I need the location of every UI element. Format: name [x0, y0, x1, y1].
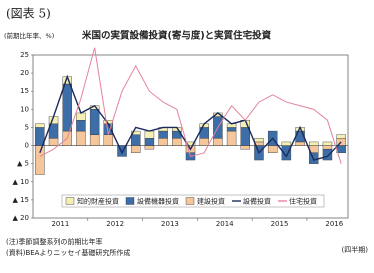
bar-segment: [130, 130, 141, 135]
bar-segment: [76, 112, 86, 121]
y-tick-label: 5: [25, 123, 29, 131]
bar-segment: [158, 130, 168, 139]
bar-segment: [254, 138, 264, 143]
legend-label: 設備機器投資: [137, 197, 179, 206]
bar-segment: [103, 134, 114, 146]
x-tick-label: 2011: [51, 220, 69, 228]
line-series: [39, 74, 342, 161]
bar-segment: [76, 130, 86, 146]
bar-segment: [144, 145, 155, 150]
x-tick-label: 2016: [325, 220, 343, 228]
x-axis-label: (四半期): [342, 245, 369, 254]
bar-segment: [322, 148, 333, 161]
bar-segment: [226, 130, 237, 146]
bar-segment: [130, 134, 141, 146]
bar-segment: [226, 127, 237, 132]
y-tick-label: 10: [20, 105, 29, 113]
bar-segment: [199, 138, 209, 146]
bar-segment: [336, 145, 346, 154]
bar-segment: [213, 138, 223, 146]
y-tick-label: 20: [20, 69, 29, 77]
y-tick-label: ▲ 5: [17, 160, 29, 168]
bar-segment: [185, 141, 196, 146]
bar-segment: [62, 83, 72, 132]
y-tick-label: 15: [20, 87, 29, 95]
chart-title: 米国の実質設備投資(寄与度)と実質住宅投資: [81, 30, 272, 42]
bar-segment: [172, 138, 182, 146]
x-tick-label: 2013: [161, 220, 179, 228]
legend-swatch: [185, 197, 195, 205]
bar-segment: [117, 145, 127, 157]
note: (資料)BEAよりニッセイ基礎研究所作成: [6, 248, 130, 257]
bar-segment: [336, 134, 346, 139]
bar-segment: [35, 123, 45, 128]
legend-swatch: [125, 197, 135, 205]
plot-frame: [32, 54, 349, 219]
y-axis-label: (前期比年率、%): [4, 31, 54, 40]
bar-segment: [89, 134, 100, 146]
legend-label: 住宅投資: [289, 197, 317, 206]
x-tick-label: 2012: [106, 220, 124, 228]
y-tick-label: ▲ 10: [12, 178, 29, 186]
y-tick-label: ▲ 15: [12, 196, 29, 204]
y-tick-label: 25: [20, 51, 29, 59]
bar-segment: [281, 141, 292, 146]
legend-label: 設備投資: [243, 197, 271, 206]
bar-segment: [144, 130, 155, 139]
bar-segment: [240, 145, 251, 150]
bar-segment: [309, 141, 319, 146]
bar-segment: [130, 145, 141, 154]
bar-segment: [309, 152, 319, 164]
bar-segment: [89, 109, 100, 135]
bar-segment: [76, 119, 86, 132]
bar-segment: [295, 141, 305, 146]
y-tick-label: 0: [25, 142, 29, 150]
bar-segment: [35, 145, 45, 175]
bar-segment: [158, 138, 168, 146]
x-tick-label: 2014: [216, 220, 234, 228]
chart-header: (図表 5): [6, 7, 51, 21]
bar-segment: [267, 145, 278, 154]
y-tick-label: ▲ 20: [12, 214, 29, 222]
note: (注)季節調整系列の前期比年率: [6, 237, 102, 246]
bar-segment: [144, 138, 155, 146]
bar-segment: [48, 138, 59, 146]
legend-swatch: [65, 197, 75, 205]
bar-segment: [322, 145, 333, 150]
bar-segment: [322, 141, 333, 146]
legend-label: 知的財産投資: [77, 197, 119, 206]
x-tick-label: 2015: [271, 220, 289, 228]
legend-label: 建設投資: [197, 197, 225, 206]
bar-segment: [240, 127, 251, 146]
line-series: [39, 47, 342, 164]
